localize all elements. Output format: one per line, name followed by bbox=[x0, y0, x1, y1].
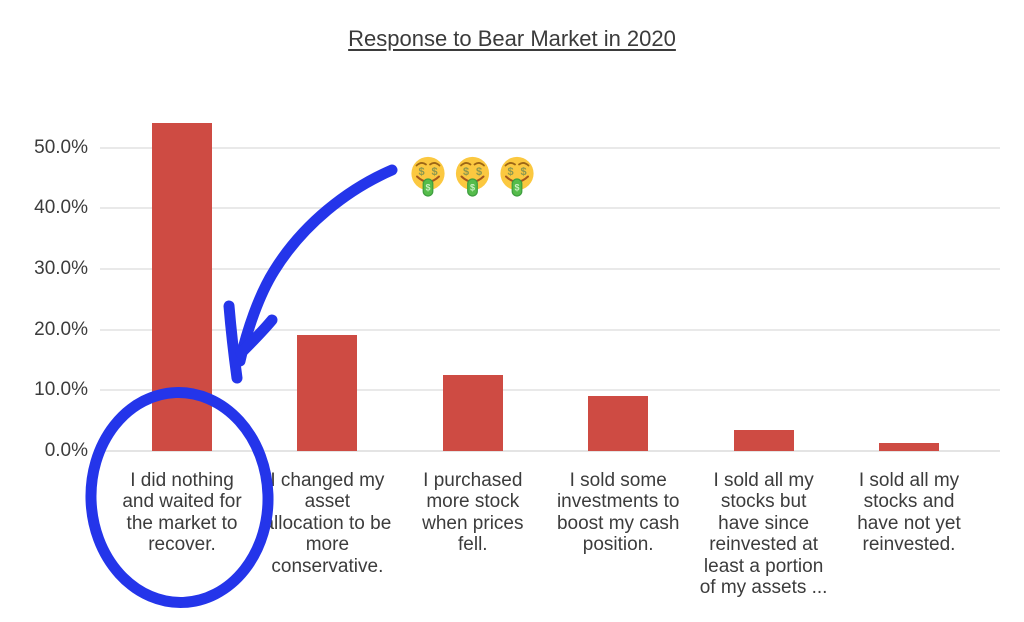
arrow-stroke bbox=[235, 314, 278, 359]
x-axis-category-label: I sold all my stocks but have since rein… bbox=[699, 470, 828, 599]
y-axis-tick-label: 50.0% bbox=[34, 136, 88, 158]
emoji-dollar-eye: $ bbox=[418, 166, 424, 178]
gridline bbox=[100, 146, 1000, 149]
gridline bbox=[100, 207, 1000, 210]
bar bbox=[879, 443, 939, 451]
bar bbox=[588, 396, 649, 451]
gridline bbox=[100, 267, 1000, 270]
emoji-dollar-eye: $ bbox=[431, 166, 437, 178]
emoji-tongue bbox=[511, 178, 523, 197]
gridline bbox=[100, 328, 1000, 331]
emoji-tongue-dollar: $ bbox=[425, 183, 430, 193]
emoji-face bbox=[500, 156, 534, 191]
emoji-tongue bbox=[422, 178, 434, 197]
emoji-tongue bbox=[467, 178, 478, 197]
emoji-dollar-eye: $ bbox=[463, 166, 469, 178]
y-axis-tick-label: 30.0% bbox=[34, 257, 88, 279]
emoji-tongue-dollar: $ bbox=[470, 183, 475, 193]
money-mouth-emoji-icon: $ $$ bbox=[411, 156, 445, 197]
emoji-dollar-eye: $ bbox=[476, 166, 482, 178]
emoji-dollar-eye: $ bbox=[520, 166, 526, 178]
x-axis-category-label: I sold all my stocks and have not yet re… bbox=[857, 470, 961, 556]
x-axis-baseline bbox=[100, 450, 1000, 452]
bar bbox=[733, 430, 794, 451]
arrow-stroke bbox=[234, 164, 398, 367]
money-mouth-emoji-icon: $ $$ bbox=[455, 156, 490, 197]
emoji-brow bbox=[429, 162, 441, 167]
gridline bbox=[100, 389, 1000, 392]
y-axis-tick-label: 0.0% bbox=[44, 440, 88, 461]
money-mouth-emoji-icon: $ $$ bbox=[500, 156, 534, 197]
emoji-brow bbox=[460, 162, 472, 167]
arrow-stroke bbox=[223, 300, 243, 384]
x-axis-category-label: I changed my asset allocation to be more… bbox=[263, 470, 392, 577]
emoji-smile bbox=[505, 175, 529, 183]
emoji-smile bbox=[460, 175, 485, 183]
emoji-face bbox=[411, 156, 445, 191]
emoji-face bbox=[455, 156, 490, 191]
x-axis-category-label: I purchased more stock when prices fell. bbox=[422, 470, 524, 556]
bar bbox=[152, 123, 212, 451]
bar bbox=[297, 335, 358, 451]
emoji-brow bbox=[473, 162, 485, 167]
emoji-dollar-eye: $ bbox=[507, 166, 513, 178]
y-axis-tick-label: 10.0% bbox=[34, 379, 88, 401]
chart-title: Response to Bear Market in 2020 bbox=[348, 26, 676, 51]
x-axis-category-label: I did nothing and waited for the market … bbox=[122, 470, 242, 556]
emoji-brow bbox=[504, 162, 516, 167]
x-axis-category-label: I sold some investments to boost my cash… bbox=[556, 470, 680, 556]
bar bbox=[442, 374, 503, 451]
y-axis-tick-label: 20.0% bbox=[34, 318, 88, 340]
emoji-brow bbox=[518, 162, 530, 167]
y-axis-tick-label: 40.0% bbox=[34, 197, 88, 219]
emoji-tongue-dollar: $ bbox=[514, 183, 519, 193]
emoji-brow bbox=[415, 162, 427, 167]
emoji-smile bbox=[416, 175, 440, 183]
